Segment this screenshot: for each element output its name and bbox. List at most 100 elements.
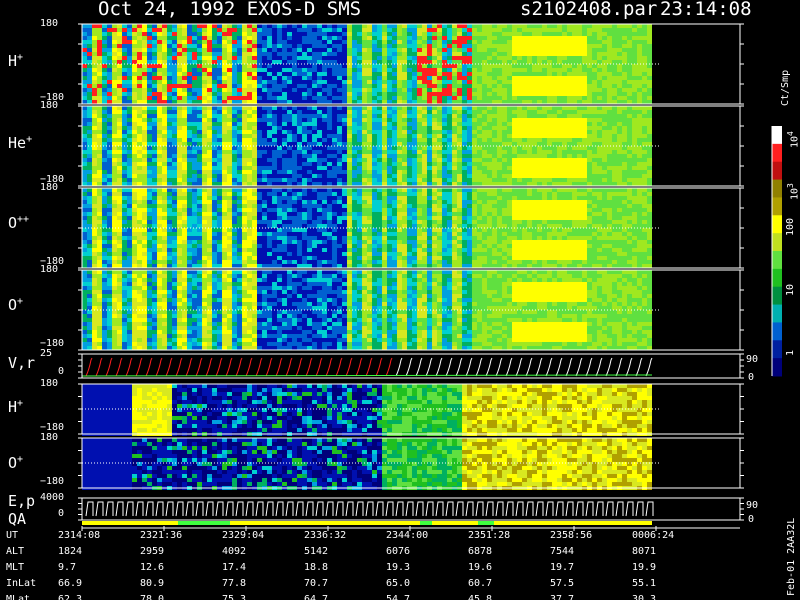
heatmap-cell bbox=[182, 142, 187, 146]
heatmap-cell bbox=[597, 122, 602, 126]
heatmap-cell bbox=[372, 106, 377, 110]
heatmap-cell bbox=[382, 142, 387, 146]
heatmap-cell bbox=[402, 80, 407, 84]
heatmap-cell bbox=[282, 130, 287, 134]
heatmap-cell bbox=[427, 52, 432, 56]
heatmap-cell bbox=[157, 182, 162, 186]
heatmap-cell bbox=[397, 178, 402, 182]
heatmap-cell bbox=[542, 170, 547, 174]
heatmap-cell bbox=[412, 110, 417, 114]
heatmap-cell bbox=[102, 170, 107, 174]
heatmap-cell bbox=[267, 118, 272, 122]
heatmap-cell bbox=[632, 64, 637, 68]
heatmap-cell bbox=[167, 174, 172, 178]
heatmap-cell bbox=[192, 174, 197, 178]
heatmap-cell bbox=[512, 158, 517, 162]
heatmap-cell bbox=[257, 96, 262, 100]
heatmap-cell bbox=[512, 28, 517, 32]
heatmap-cell bbox=[172, 68, 177, 72]
heatmap-cell bbox=[177, 200, 182, 204]
heatmap-cell bbox=[532, 158, 537, 162]
heatmap-cell bbox=[177, 146, 182, 150]
heatmap-cell bbox=[282, 174, 287, 178]
heatmap-cell bbox=[352, 72, 357, 76]
heatmap-cell bbox=[542, 178, 547, 182]
heatmap-cell bbox=[187, 80, 192, 84]
heatmap-cell bbox=[462, 68, 467, 72]
heatmap-cell bbox=[492, 56, 497, 60]
heatmap-cell bbox=[237, 182, 242, 186]
heatmap-cell bbox=[362, 52, 367, 56]
heatmap-cell bbox=[302, 76, 307, 80]
heatmap-cell bbox=[617, 32, 622, 36]
heatmap-cell bbox=[182, 204, 187, 208]
heatmap-cell bbox=[102, 138, 107, 142]
heatmap-cell bbox=[102, 150, 107, 154]
heatmap-cell bbox=[472, 92, 477, 96]
heatmap-cell bbox=[227, 92, 232, 96]
heatmap-cell bbox=[617, 24, 622, 28]
heatmap-cell bbox=[102, 188, 107, 192]
heatmap-cell bbox=[507, 182, 512, 186]
heatmap-cell bbox=[332, 72, 337, 76]
heatmap-cell bbox=[167, 260, 172, 264]
heatmap-cell bbox=[372, 100, 377, 104]
heatmap-cell bbox=[502, 146, 507, 150]
heatmap-cell bbox=[362, 110, 367, 114]
heatmap-cell bbox=[597, 110, 602, 114]
heatmap-cell bbox=[147, 158, 152, 162]
heatmap-cell bbox=[152, 80, 157, 84]
heatmap-cell bbox=[647, 182, 652, 186]
heatmap-cell bbox=[282, 166, 287, 170]
heatmap-cell bbox=[532, 72, 537, 76]
heatmap-cell bbox=[567, 170, 572, 174]
heatmap-cell bbox=[602, 174, 607, 178]
heatmap-cell bbox=[312, 28, 317, 32]
heatmap-cell bbox=[292, 122, 297, 126]
heatmap-cell bbox=[342, 158, 347, 162]
heatmap-cell bbox=[102, 80, 107, 84]
heatmap-cell bbox=[252, 52, 257, 56]
heatmap-cell bbox=[182, 110, 187, 114]
heatmap-cell bbox=[492, 122, 497, 126]
heatmap-cell bbox=[162, 200, 167, 204]
heatmap-cell bbox=[292, 182, 297, 186]
heatmap-cell bbox=[117, 170, 122, 174]
heatmap-cell bbox=[422, 162, 427, 166]
heatmap-cell bbox=[327, 142, 332, 146]
heatmap-cell bbox=[327, 170, 332, 174]
heatmap-cell bbox=[207, 126, 212, 130]
heatmap-cell bbox=[487, 88, 492, 92]
heatmap-cell bbox=[167, 76, 172, 80]
heatmap-cell bbox=[97, 76, 102, 80]
heatmap-cell bbox=[377, 76, 382, 80]
heatmap-cell bbox=[322, 150, 327, 154]
heatmap-cell bbox=[607, 40, 612, 44]
heatmap-cell bbox=[182, 244, 187, 248]
heatmap-cell bbox=[202, 174, 207, 178]
heatmap-cell bbox=[477, 72, 482, 76]
heatmap-cell bbox=[387, 80, 392, 84]
heatmap-cell bbox=[327, 52, 332, 56]
heatmap-cell bbox=[362, 178, 367, 182]
heatmap-cell bbox=[147, 126, 152, 130]
heatmap-cell bbox=[497, 174, 502, 178]
heatmap-cell bbox=[217, 182, 222, 186]
heatmap-cell bbox=[502, 40, 507, 44]
heatmap-cell bbox=[487, 162, 492, 166]
heatmap-cell bbox=[372, 88, 377, 92]
heatmap-cell bbox=[297, 92, 302, 96]
heatmap-cell bbox=[487, 48, 492, 52]
heatmap-cell bbox=[377, 72, 382, 76]
heatmap-cell bbox=[117, 126, 122, 130]
heatmap-cell bbox=[187, 52, 192, 56]
heatmap-cell bbox=[127, 142, 132, 146]
heatmap-cell bbox=[87, 110, 92, 114]
heatmap-cell bbox=[402, 24, 407, 28]
heatmap-cell bbox=[327, 162, 332, 166]
heatmap-cell bbox=[337, 138, 342, 142]
heatmap-cell bbox=[137, 170, 142, 174]
heatmap-cell bbox=[547, 122, 552, 126]
heatmap-cell bbox=[447, 158, 452, 162]
heatmap-cell bbox=[482, 162, 487, 166]
